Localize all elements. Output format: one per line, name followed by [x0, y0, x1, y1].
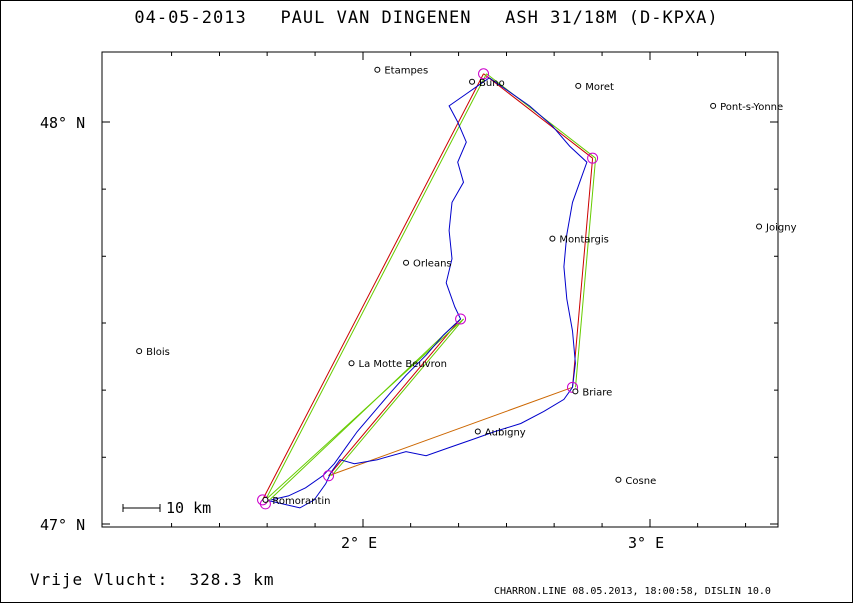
town-marker	[136, 348, 143, 355]
town-label: Joigny	[765, 223, 797, 234]
town-label: Montargis	[559, 235, 608, 246]
turnpoint-marker	[567, 381, 579, 393]
task-leg	[572, 158, 594, 388]
lon-tick-label: 2° E	[341, 534, 377, 552]
turnpoints	[257, 68, 599, 510]
lon-tick-label: 3° E	[628, 534, 664, 552]
turnpoint-marker	[587, 152, 599, 164]
optimized-leg	[265, 318, 464, 501]
town-label: Blois	[146, 347, 170, 358]
optimized-leg	[575, 158, 597, 388]
axis-tick-labels: 48° N 47° N 2° E 3° E	[40, 114, 664, 552]
lat-tick-label: 47° N	[40, 516, 85, 534]
town-label: La Motte Beuvron	[359, 359, 447, 370]
task-legs	[262, 73, 597, 505]
optimized-leg	[265, 73, 487, 501]
scale-bar-label: 10 km	[166, 499, 211, 517]
town-marker	[403, 259, 410, 266]
optimized-leg	[331, 318, 464, 477]
page-title: 04-05-2013 PAUL VAN DINGENEN ASH 31/18M …	[0, 8, 853, 28]
town-label: Buno	[479, 78, 505, 89]
task-leg	[262, 73, 484, 501]
town-marker	[756, 223, 763, 230]
town-label: Etampes	[384, 66, 428, 77]
axis-ticks	[102, 52, 778, 527]
map-plot-frame	[101, 51, 779, 528]
town-marker	[575, 82, 582, 89]
turnpoint-marker	[455, 313, 467, 325]
towns: Etampes Buno Moret Pont-s-Yonne Joigny Montar…	[136, 66, 797, 507]
town-marker	[262, 496, 269, 503]
turnpoint-marker	[323, 470, 335, 482]
town-label: Moret	[585, 82, 614, 93]
town-marker	[549, 235, 556, 242]
glider-id: ASH 31/18M (D-KPXA)	[505, 8, 719, 28]
town-marker	[374, 66, 381, 73]
flight-date: 04-05-2013	[134, 8, 247, 28]
turnpoint-marker	[478, 68, 490, 80]
town-marker	[710, 102, 717, 109]
town-label: Orleans	[413, 259, 452, 270]
distance-summary: Vrije Vlucht: 328.3 km	[30, 570, 275, 589]
town-marker	[348, 360, 355, 367]
town-label: Briare	[582, 387, 612, 398]
town-label: Aubigny	[485, 428, 526, 439]
scale-bar: 10 km	[122, 499, 211, 517]
lat-tick-label: 48° N	[40, 114, 85, 132]
town-marker	[474, 428, 481, 435]
flight-track	[265, 77, 588, 509]
credits-line: CHARRON.LINE 08.05.2013, 18:00:58, DISLI…	[494, 586, 771, 597]
town-label: Romorantin	[272, 496, 330, 507]
town-label: Pont-s-Yonne	[720, 102, 783, 113]
town-marker	[572, 388, 579, 395]
task-leg	[483, 73, 593, 159]
task-leg	[328, 318, 461, 477]
town-marker	[615, 476, 622, 483]
town-marker	[469, 78, 476, 85]
pilot-name: PAUL VAN DINGENEN	[280, 8, 472, 28]
town-label: Cosne	[625, 476, 656, 487]
